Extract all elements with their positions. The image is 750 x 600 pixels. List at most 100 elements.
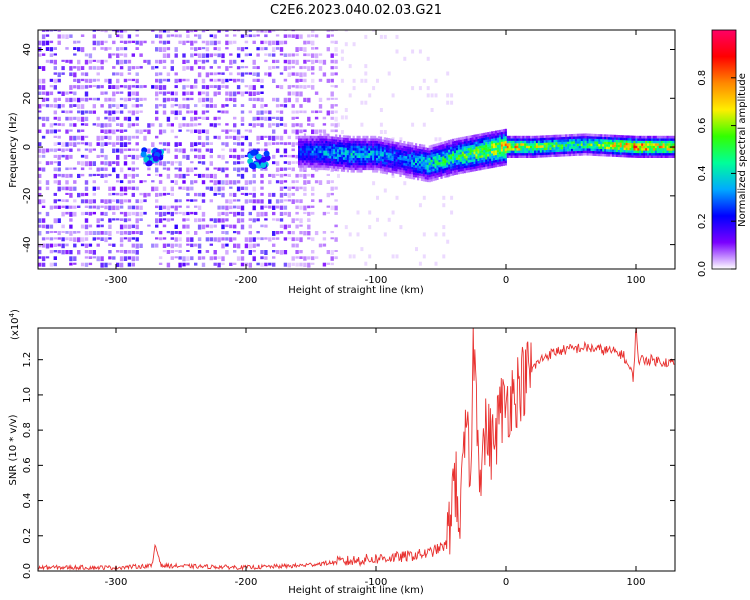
spectrogram-ridge-cell bbox=[417, 160, 420, 164]
spectrogram-ridge-cell bbox=[491, 150, 494, 154]
spectrogram-cell bbox=[415, 247, 418, 252]
spectrogram-cell bbox=[209, 104, 213, 108]
spectrogram-ridge-cell bbox=[344, 145, 347, 148]
spectrogram-ridge-cell bbox=[639, 145, 642, 149]
spectrogram-cell bbox=[119, 148, 124, 154]
spectrogram-cell bbox=[291, 129, 295, 134]
spectrogram-ridge-cell bbox=[532, 140, 535, 144]
spectrogram-ridge-cell bbox=[512, 140, 515, 144]
spectrogram-ridge-cell bbox=[399, 169, 402, 173]
spectrogram-cell bbox=[158, 173, 163, 177]
spectrogram-ridge-cell bbox=[335, 139, 338, 142]
spectrogram-cell bbox=[166, 205, 171, 211]
spectrogram-ridge-cell bbox=[424, 174, 427, 177]
spectrogram-ridge-cell bbox=[469, 147, 472, 151]
spectrogram-ridge-cell bbox=[331, 165, 334, 169]
spectrogram-ridge-cell bbox=[473, 168, 476, 172]
spectrogram-cell bbox=[348, 93, 352, 98]
spectrogram-cell bbox=[100, 262, 104, 268]
spectrogram-ridge-cell bbox=[368, 155, 371, 158]
spectrogram-ridge-cell bbox=[547, 152, 550, 155]
spectrogram-ridge-cell bbox=[565, 139, 568, 142]
spectrogram-ridge-cell bbox=[420, 171, 423, 174]
spectrogram-ridge-cell bbox=[565, 151, 568, 154]
spectrogram-cell bbox=[233, 116, 237, 120]
spectrogram-ridge-cell bbox=[524, 140, 527, 144]
spectrogram-cell bbox=[275, 173, 280, 176]
spectrogram-ridge-cell bbox=[500, 156, 503, 159]
spectrogram-ridge-cell bbox=[409, 159, 412, 162]
spectrogram-ridge-cell bbox=[342, 154, 346, 158]
spectrogram-ridge-cell bbox=[364, 165, 367, 168]
spectrogram-ridge-cell bbox=[420, 173, 423, 177]
spectrogram-cell bbox=[248, 250, 252, 255]
spectrogram-ridge-cell bbox=[518, 152, 521, 156]
spectrogram-ridge-cell bbox=[446, 164, 449, 168]
spectrogram-ridge-cell bbox=[641, 145, 644, 149]
spectrogram-ridge-cell bbox=[331, 158, 334, 162]
spectrogram-cell bbox=[330, 262, 334, 266]
spectrogram-ridge-cell bbox=[307, 152, 310, 156]
spectrogram-ridge-cell bbox=[338, 144, 342, 148]
spectrogram-ridge-cell bbox=[403, 143, 406, 146]
spectrogram-ridge-cell bbox=[469, 142, 472, 146]
spectrogram-cell bbox=[272, 142, 276, 145]
spectrogram-cell bbox=[84, 59, 89, 65]
spectrogram-ridge-cell bbox=[604, 144, 607, 147]
spectrogram-cell bbox=[41, 66, 46, 71]
spectrogram-ridge-cell bbox=[586, 145, 589, 149]
spectrogram-cell bbox=[213, 186, 217, 192]
spectrogram-ridge-cell bbox=[662, 148, 665, 151]
spectrogram-cell bbox=[158, 211, 163, 217]
spectrogram-ridge-cell bbox=[298, 165, 301, 168]
spectrogram-cell bbox=[446, 93, 450, 98]
spectrogram-cell bbox=[197, 250, 202, 254]
spectrogram-ridge-cell bbox=[471, 164, 474, 167]
spectrogram-ridge-cell bbox=[335, 156, 338, 159]
spectrogram-cell bbox=[131, 173, 135, 179]
spectrogram-ridge-cell bbox=[553, 134, 556, 138]
spectrogram-ridge-cell bbox=[376, 155, 379, 158]
spectrogram-ridge-cell bbox=[473, 161, 476, 164]
spectrogram-ridge-cell bbox=[668, 140, 671, 144]
spectrogram-ridge-cell bbox=[629, 145, 632, 148]
spectrogram-ridge-cell bbox=[631, 138, 634, 141]
spectrogram-cell bbox=[38, 250, 42, 255]
spectrogram-cell bbox=[186, 40, 190, 43]
spectrogram-ridge-cell bbox=[502, 146, 505, 149]
spectrogram-ridge-cell bbox=[496, 152, 500, 155]
spectrogram-cell bbox=[209, 237, 213, 242]
spectrogram-ridge-cell bbox=[452, 165, 455, 169]
spectrogram-ridge-cell bbox=[444, 165, 447, 168]
spectrogram-cell bbox=[178, 186, 182, 190]
spectrogram-ridge-cell bbox=[311, 162, 314, 166]
spectrogram-cell bbox=[225, 250, 229, 255]
spectrogram-ridge-cell bbox=[549, 139, 552, 143]
spectrogram-ridge-cell bbox=[463, 146, 466, 149]
spectrogram-ridge-cell bbox=[596, 151, 599, 154]
spectrogram-cell bbox=[252, 205, 256, 211]
spectrogram-cell bbox=[100, 129, 104, 133]
spectrogram-cell bbox=[236, 78, 241, 82]
spectrogram-ridge-cell bbox=[372, 143, 375, 146]
spectrogram-cell bbox=[96, 123, 100, 127]
spectrogram-ridge-cell bbox=[645, 148, 648, 151]
spectrogram-cell bbox=[283, 199, 288, 202]
spectrogram-ridge-cell bbox=[434, 160, 437, 164]
spectrogram-cell bbox=[104, 205, 108, 210]
spectrogram-cell bbox=[279, 224, 284, 228]
spectrogram-ridge-cell bbox=[504, 138, 507, 142]
spectrogram-cell bbox=[190, 148, 194, 152]
spectrogram-cell bbox=[174, 161, 178, 164]
spectrogram-cell bbox=[139, 104, 143, 107]
spectrogram-ridge-cell bbox=[481, 167, 484, 170]
spectrogram-ridge-cell bbox=[641, 152, 644, 156]
spectrogram-ridge-cell bbox=[360, 155, 363, 158]
spectrogram-cell bbox=[307, 256, 311, 260]
spectrogram-ridge-cell bbox=[422, 164, 425, 167]
spectrogram-cell bbox=[108, 199, 112, 204]
spectrogram-ridge-cell bbox=[592, 146, 595, 149]
spectrogram-cell bbox=[283, 211, 288, 216]
spectrogram-ridge-cell bbox=[397, 149, 400, 153]
spectrogram-ridge-cell bbox=[405, 163, 408, 166]
